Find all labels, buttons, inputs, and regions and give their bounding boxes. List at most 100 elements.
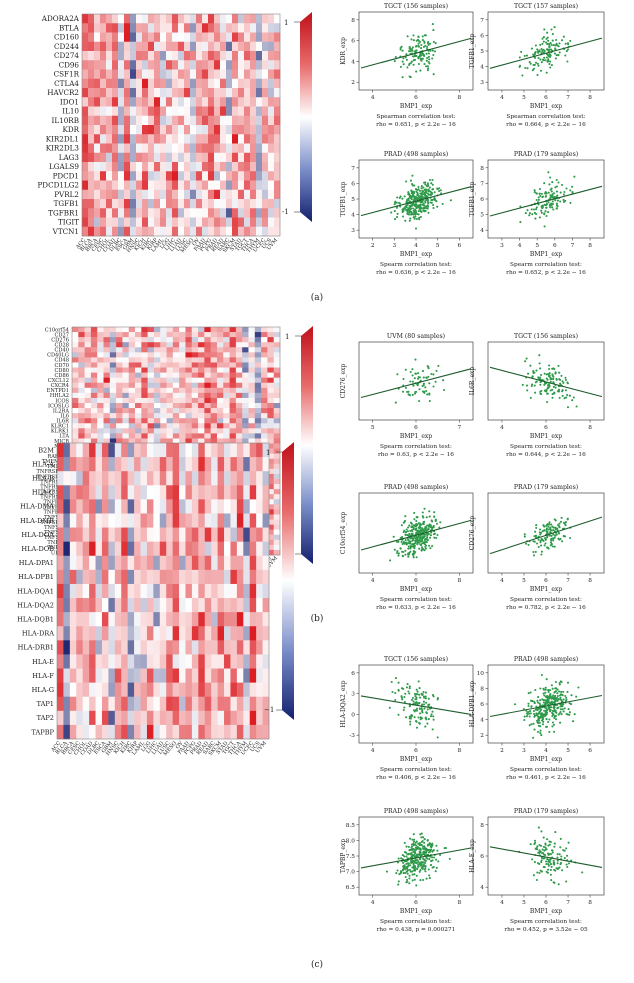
heatmap-cell [191, 485, 199, 500]
scatter-point [546, 392, 549, 395]
heatmap-cell [146, 612, 154, 627]
scatter-point [553, 536, 556, 539]
heatmap-cell [72, 387, 79, 394]
heatmap-cell [116, 423, 123, 429]
heatmap-cell [273, 332, 281, 338]
heatmap-cell [166, 640, 173, 655]
heatmap-row-label: PDCD1LG2 [37, 181, 79, 190]
scatter-point [570, 694, 573, 697]
heatmap-cell [184, 115, 191, 126]
scatter-point [533, 371, 536, 374]
heatmap-row-label: HLA-DMB [20, 517, 54, 525]
scatter-point [559, 191, 562, 194]
heatmap-cell [249, 541, 257, 557]
scatter-point [545, 373, 548, 376]
heatmap-cell [267, 524, 274, 530]
heatmap-cell [184, 69, 191, 80]
heatmap-cell [235, 423, 243, 429]
heatmap-cell [116, 433, 123, 439]
heatmap-cell [196, 180, 203, 191]
heatmap-cell [214, 14, 221, 24]
heatmap-cell [198, 387, 205, 394]
heatmap-cell [256, 457, 263, 472]
heatmap-cell [243, 569, 251, 585]
heatmap-row-label: TAP2 [37, 714, 54, 722]
heatmap-cell [198, 583, 206, 599]
heatmap-cell [135, 347, 142, 353]
heatmap-cell [146, 598, 154, 613]
heatmap-cell [261, 397, 268, 404]
heatmap-row-label: CD27 [55, 332, 69, 338]
heatmap-cell [122, 408, 130, 414]
heatmap-cell [112, 162, 119, 172]
heatmap-cell [128, 403, 136, 409]
scatter-point [415, 70, 418, 73]
heatmap-cell [198, 428, 205, 434]
heatmap-cell [224, 499, 231, 514]
heatmap-cell [108, 555, 116, 571]
heatmap-cell [134, 527, 141, 542]
heatmap-cell [267, 347, 274, 353]
heatmap-cell [112, 60, 119, 70]
heatmap-cell [136, 208, 143, 218]
heatmap-cell [235, 347, 243, 353]
scatter-point [409, 62, 412, 65]
heatmap-cell [142, 115, 149, 126]
scatter-point [555, 378, 558, 381]
heatmap-cell [248, 377, 256, 384]
heatmap-cell [103, 382, 111, 389]
heatmap-cell [224, 569, 231, 585]
scatter-point [544, 59, 547, 62]
heatmap-cell [220, 125, 227, 135]
heatmap-cell [76, 626, 83, 641]
scatter-point [394, 200, 397, 203]
scatter-point [427, 55, 430, 58]
scatter-point [407, 690, 410, 693]
y-tick-label: 5 [480, 213, 484, 219]
heatmap-cell [243, 485, 251, 500]
scatter-point [529, 691, 532, 694]
heatmap-cell [211, 527, 218, 542]
scatter-point [433, 536, 436, 539]
heatmap-cell [84, 423, 92, 429]
scatter-point [533, 715, 536, 718]
heatmap-cell [160, 88, 167, 98]
heatmap-cell [130, 23, 137, 33]
heatmap-cell [211, 668, 218, 683]
scatter-point [551, 367, 554, 370]
heatmap-cell [261, 438, 268, 444]
heatmap-cell [135, 387, 142, 394]
heatmap-cell [262, 125, 269, 135]
heatmap-cell [224, 443, 231, 458]
heatmap-cell [57, 626, 64, 641]
scatter-point [390, 211, 393, 214]
scatter-point [539, 383, 542, 386]
scatter-point [430, 531, 433, 534]
heatmap-cell [118, 14, 125, 24]
heatmap-cell [109, 337, 117, 343]
scatter-point [389, 559, 392, 562]
scatter-point [566, 60, 569, 63]
heatmap-cell [109, 332, 117, 338]
heatmap-cell [82, 485, 90, 500]
scatter-point [424, 725, 427, 728]
scatter-point [431, 178, 434, 182]
heatmap-cell [223, 377, 230, 384]
scatter-point [529, 710, 532, 713]
heatmap-cell [229, 387, 237, 394]
heatmap-cell [244, 171, 251, 181]
heatmap-cell [94, 208, 101, 218]
y-axis-label: C10orf54_exp [340, 512, 347, 554]
heatmap-cell [69, 612, 77, 627]
scatter-point [393, 203, 396, 206]
heatmap-cell [108, 668, 116, 683]
heatmap-cell [90, 403, 98, 409]
scatter-point [426, 536, 429, 539]
heatmap-cell [179, 710, 186, 726]
scatter-point [415, 519, 418, 523]
heatmap-cell [224, 457, 231, 472]
scatter-frame [487, 11, 605, 91]
heatmap-cell [210, 382, 218, 389]
heatmap-cell [136, 78, 143, 89]
heatmap-cell [248, 397, 256, 404]
